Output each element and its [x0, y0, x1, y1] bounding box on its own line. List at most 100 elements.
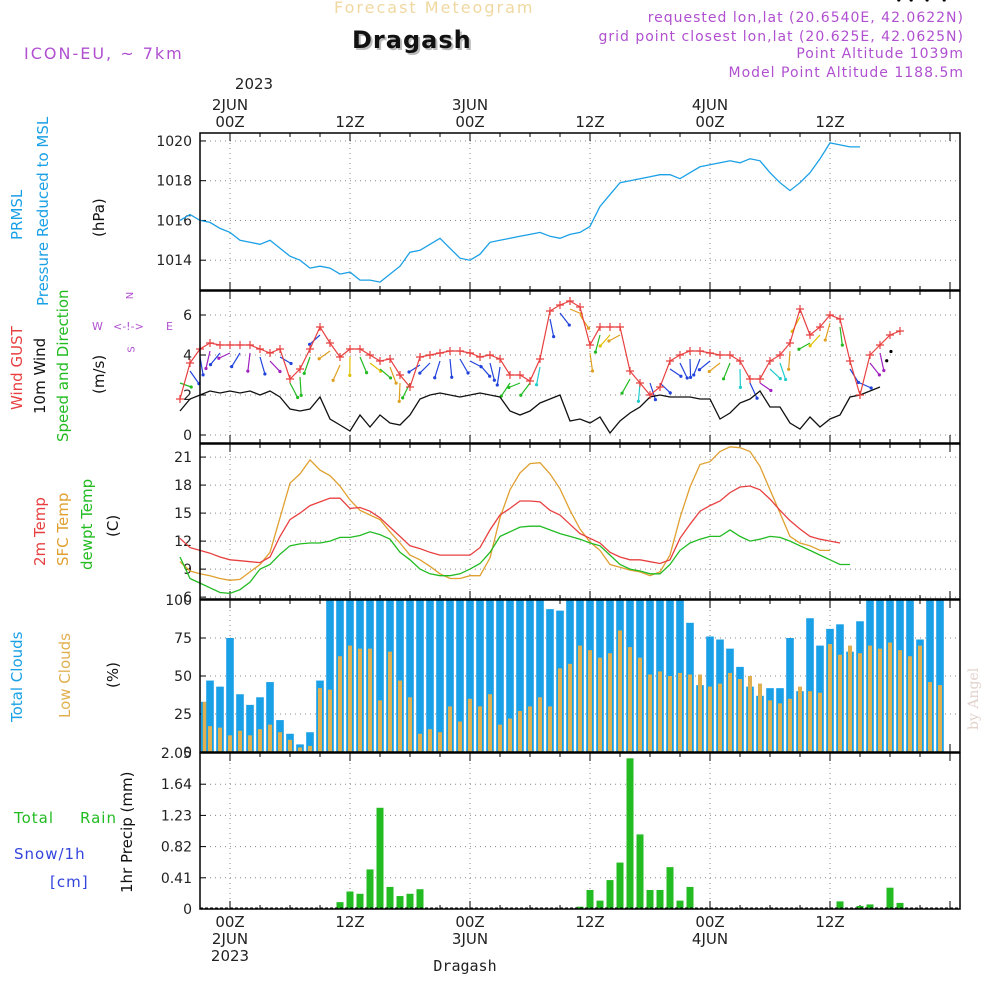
precip-bar: [896, 902, 904, 909]
low-cloud-bar: [258, 729, 262, 752]
wind-direction-arrow: [279, 356, 292, 365]
wind-arrow-head: [296, 395, 300, 400]
wind-direction-arrow: [859, 382, 872, 389]
wind-arrow-head: [466, 371, 470, 375]
pressure-series-line: [179, 142, 860, 283]
precip-bar: [366, 869, 374, 909]
wind-arrow-head: [707, 369, 711, 374]
y-tick-label: 0.41: [161, 871, 192, 887]
compass-east: E: [166, 320, 173, 333]
wind-arrow-head: [897, 0, 901, 2]
low-cloud-bar: [838, 654, 842, 752]
wind-gust-point: [856, 391, 864, 399]
wind-direction-arrow: [318, 350, 331, 360]
wind-arrow-head: [738, 385, 742, 389]
total-cloud-bar: [526, 600, 534, 752]
wind-arrow-head: [685, 376, 689, 380]
top-time-tick-label: 2JUN 00Z: [211, 96, 249, 131]
wind-arrow-head: [507, 385, 511, 390]
wind-arrow-head: [418, 371, 422, 375]
total-cloud-bar: [456, 600, 464, 752]
wind-gust-point: [346, 345, 354, 353]
bottom-time-tick-label: 12Z: [815, 913, 845, 931]
precip-bar: [416, 889, 424, 909]
wind-gust-point: [266, 349, 274, 357]
low-cloud-bar: [898, 650, 902, 752]
precip-bar: [616, 862, 624, 909]
wind-direction-arrow: [459, 358, 469, 374]
y-tick-label: 1020: [156, 134, 192, 150]
wind-gust-point: [606, 323, 614, 331]
wind-arrow-head: [808, 344, 812, 348]
low-cloud-bar: [208, 726, 212, 752]
grid-coords: grid point closest lon,lat (20.625E, 42.…: [598, 29, 964, 45]
wind-gust-point: [456, 347, 464, 355]
y-tick-label: 2.05: [161, 746, 192, 762]
wind-arrow-head: [495, 383, 499, 387]
wind-direction-arrow: [389, 366, 397, 384]
low-cloud-bar: [938, 685, 942, 752]
wind-direction-arrow: [419, 362, 431, 374]
model-name: ICON-EU, ~ 7km: [24, 44, 184, 63]
total-cloud-bar: [306, 732, 314, 752]
wind-direction-arrow: [218, 352, 231, 359]
wind-direction-arrow: [434, 360, 441, 378]
low-cloud-bar: [688, 674, 692, 752]
wind-arrow-head: [636, 399, 641, 403]
total-cloud-bar: [266, 682, 274, 752]
low-cloud-bar: [788, 698, 792, 752]
wind-direction-arrow: [594, 334, 601, 353]
wind-gust-point: [846, 357, 854, 365]
wind-arrow-head: [586, 326, 591, 330]
low-cloud-bar: [378, 700, 382, 752]
wind-arrow-head: [317, 357, 321, 361]
y-tick-label: 75: [174, 631, 192, 647]
wind-gust-point: [576, 303, 584, 311]
precip-bar: [646, 889, 654, 909]
total-cloud-bar: [216, 686, 224, 752]
wind-gust-point: [176, 395, 184, 403]
total-cloud-bar: [396, 600, 404, 752]
wind-arrow-head: [942, 0, 946, 2]
low-cloud-bar: [358, 648, 362, 752]
wind-gust-point: [596, 323, 604, 331]
wind-direction-arrow: [608, 334, 621, 342]
wind-arrow-head: [769, 388, 773, 393]
wind-direction-arrow: [599, 334, 611, 347]
wind-arrow-head: [388, 376, 393, 380]
compass-west: W: [92, 320, 103, 333]
total-cloud-bar: [446, 600, 454, 752]
wind-arrow-head: [208, 363, 213, 367]
precip-bar: [626, 758, 634, 909]
top-year: 2023: [234, 75, 274, 93]
wind-direction-arrow: [693, 358, 701, 376]
wind-arrow-head: [620, 391, 624, 395]
wind-gust-point: [766, 357, 774, 365]
wind-direction-arrow: [508, 382, 521, 389]
wind-gust-point: [626, 367, 634, 375]
bottom-time-tick-label: 00Z 2JUN 2023: [210, 913, 250, 965]
low-cloud-bar: [398, 680, 402, 752]
precip-bar: [346, 891, 354, 909]
y-tick-label: 2: [183, 388, 192, 404]
wind-direction-arrow: [379, 368, 391, 379]
wind-arrow-head: [450, 375, 454, 379]
wind-direction-arrow: [689, 358, 692, 378]
y-tick-label: 1.64: [161, 777, 192, 793]
wind-arrow-head: [925, 0, 929, 2]
wind-gust-point: [546, 307, 554, 315]
wind-gust-point: [776, 351, 784, 359]
wind-gust-point: [896, 327, 904, 335]
low-cloud-bar: [578, 645, 582, 752]
wind-arrow-head: [246, 369, 250, 373]
wind-gust-point: [676, 351, 684, 359]
panel-precip: [199, 752, 960, 910]
precip-bar: [676, 900, 684, 909]
total-cloud-bar: [206, 680, 214, 752]
low-cloud-bar: [538, 697, 542, 752]
low-cloud-bar: [218, 727, 222, 752]
wind-gust-point: [536, 355, 544, 363]
low-cloud-bar: [908, 656, 912, 752]
panel-temp: [199, 444, 960, 599]
